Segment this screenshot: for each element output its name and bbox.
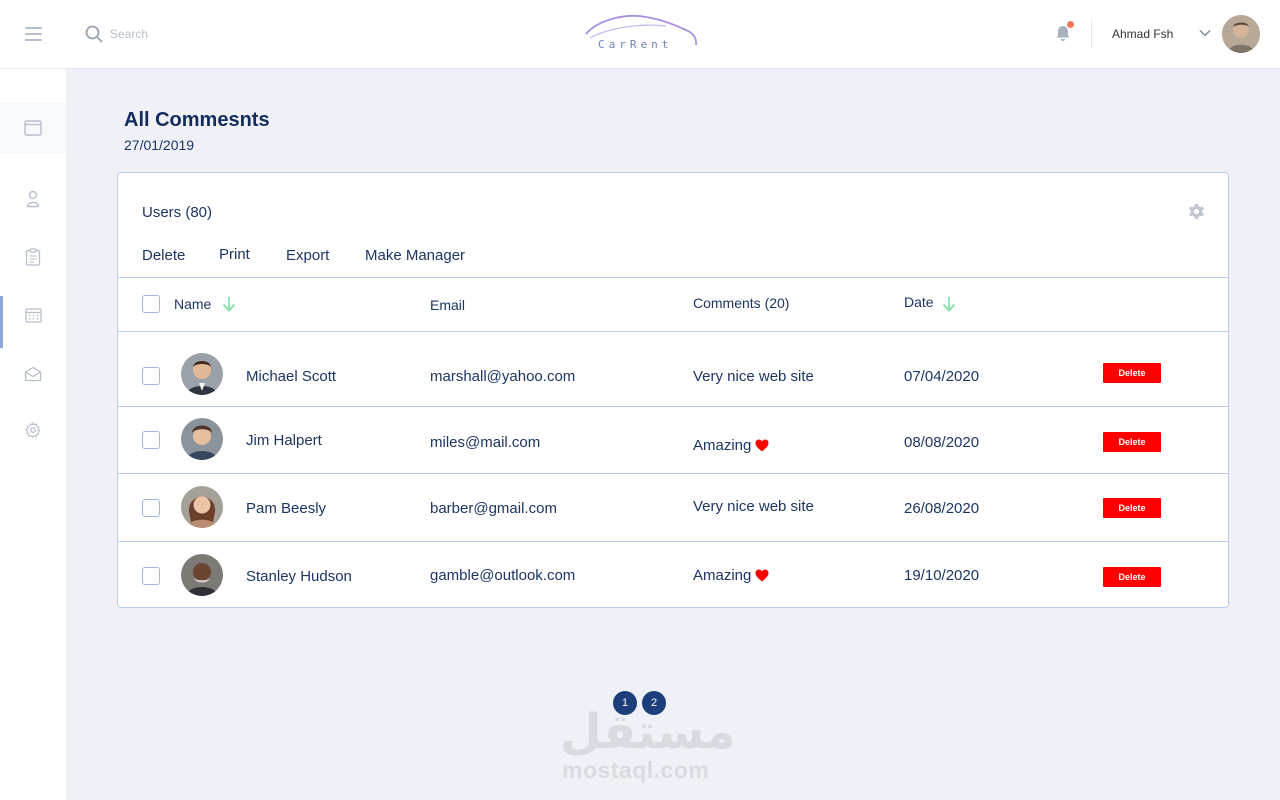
watermark-arabic: مستقل — [560, 704, 736, 760]
sort-arrow-down-icon[interactable] — [942, 296, 956, 312]
sidebar — [0, 69, 66, 800]
user-name[interactable]: Pam Beesly — [246, 500, 327, 517]
comment-text: Very nice web site — [693, 498, 814, 515]
search-input[interactable] — [110, 24, 310, 44]
carrent-logo[interactable] — [580, 12, 700, 54]
delete-button[interactable]: Delete — [1103, 363, 1161, 383]
avatar — [181, 554, 223, 596]
bell-icon[interactable] — [1054, 24, 1072, 42]
page-title: All Commesnts — [124, 109, 270, 131]
gear-icon — [25, 422, 41, 438]
envelope-icon — [24, 366, 42, 382]
avatar — [181, 486, 223, 528]
logo-text: CarRent — [598, 38, 673, 51]
action-delete[interactable]: Delete — [142, 247, 186, 264]
comment-date: 19/10/2020 — [904, 567, 980, 584]
action-export[interactable]: Export — [286, 247, 330, 264]
sidebar-item-users[interactable] — [0, 174, 66, 224]
card-title: Users (80) — [142, 204, 213, 221]
avatar — [181, 353, 223, 395]
user-icon — [26, 190, 40, 208]
sidebar-item-settings[interactable] — [0, 405, 66, 455]
watermark-latin: mostaql.com — [562, 757, 710, 783]
page-button-1[interactable]: 1 — [613, 691, 637, 715]
window-icon — [24, 120, 42, 136]
comment-text: Amazing — [693, 567, 752, 584]
user-comment: Very nice web site — [693, 368, 814, 385]
user-email[interactable]: barber@gmail.com — [430, 500, 557, 517]
row-checkbox[interactable] — [142, 431, 160, 449]
row-checkbox[interactable] — [142, 367, 160, 385]
calendar-icon — [24, 308, 42, 323]
row-divider — [118, 541, 1228, 542]
users-card: Users (80) Delete Print Export Make Mana… — [117, 172, 1229, 608]
user-email[interactable]: marshall@yahoo.com — [430, 368, 576, 385]
clipboard-icon — [25, 248, 41, 266]
avatar — [181, 418, 223, 460]
sidebar-item-dashboard[interactable] — [0, 103, 66, 153]
gear-icon[interactable] — [1187, 202, 1206, 221]
heart-icon — [755, 569, 769, 582]
user-email[interactable]: miles@mail.com — [430, 434, 541, 451]
action-make-manager[interactable]: Make Manager — [365, 247, 466, 264]
heart-icon — [755, 439, 769, 452]
delete-button[interactable]: Delete — [1103, 567, 1161, 587]
user-comment: Amazing — [693, 437, 769, 454]
action-print[interactable]: Print — [219, 246, 250, 263]
comment-text: Amazing — [693, 437, 752, 454]
top-bar: CarRent Ahmad Fsh — [0, 0, 1280, 69]
comment-text: Very nice web site — [693, 368, 814, 385]
delete-button[interactable]: Delete — [1103, 432, 1161, 452]
comment-date: 08/08/2020 — [904, 434, 980, 451]
hamburger-menu-icon[interactable] — [25, 27, 42, 42]
comment-date: 26/08/2020 — [904, 500, 980, 517]
sidebar-item-comments[interactable] — [0, 232, 66, 282]
user-name[interactable]: Jim Halpert — [246, 432, 322, 449]
page-button-2[interactable]: 2 — [642, 691, 666, 715]
header-top-divider — [118, 277, 1228, 278]
comment-date: 07/04/2020 — [904, 368, 980, 385]
column-comments[interactable]: Comments (20) — [693, 295, 790, 311]
user-comment: Amazing — [693, 567, 769, 584]
delete-button[interactable]: Delete — [1103, 498, 1161, 518]
row-checkbox[interactable] — [142, 499, 160, 517]
search-icon[interactable] — [85, 25, 103, 43]
user-avatar[interactable] — [1222, 15, 1260, 53]
user-name[interactable]: Ahmad Fsh — [1112, 27, 1174, 41]
column-name[interactable]: Name — [174, 296, 212, 312]
user-name[interactable]: Michael Scott — [246, 368, 337, 385]
watermark: مستقل — [540, 700, 740, 790]
header-bottom-divider — [118, 331, 1228, 332]
user-name[interactable]: Stanley Hudson — [246, 568, 352, 585]
sidebar-item-calendar[interactable] — [0, 290, 66, 340]
column-date[interactable]: Date — [904, 294, 934, 310]
user-email[interactable]: gamble@outlook.com — [430, 567, 576, 584]
row-divider — [118, 473, 1228, 474]
notification-dot — [1067, 21, 1074, 28]
sort-arrow-down-icon[interactable] — [222, 296, 236, 312]
header-divider — [1091, 20, 1092, 48]
column-email[interactable]: Email — [430, 297, 466, 313]
sidebar-active-indicator — [0, 296, 3, 348]
sidebar-item-messages[interactable] — [0, 349, 66, 399]
user-comment: Very nice web site — [693, 498, 814, 515]
page-date: 27/01/2019 — [124, 137, 195, 153]
chevron-down-icon[interactable] — [1199, 28, 1211, 38]
select-all-checkbox[interactable] — [142, 295, 160, 313]
row-divider — [118, 406, 1228, 407]
row-checkbox[interactable] — [142, 567, 160, 585]
